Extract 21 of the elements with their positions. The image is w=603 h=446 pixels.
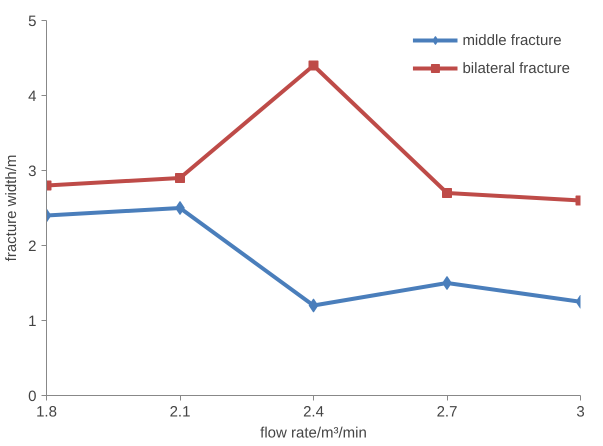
- y-tick-label: 5: [28, 13, 36, 30]
- x-tick-label: 2.1: [170, 404, 190, 420]
- y-tick-label: 3: [28, 163, 36, 180]
- point: [308, 298, 318, 312]
- x-tick-label: 2.7: [436, 404, 458, 420]
- y-tick-label: 1: [28, 313, 36, 330]
- y-tick-label: 2: [28, 238, 36, 255]
- y-tick-label: 0: [28, 388, 36, 405]
- point: [175, 173, 185, 183]
- x-tick-label: 3: [576, 404, 585, 420]
- y-axis-title: fracture width/m: [3, 154, 20, 262]
- point: [175, 201, 185, 215]
- y-tick-label: 4: [28, 88, 36, 105]
- legend-label: middle fracture: [462, 32, 562, 48]
- point: [442, 188, 452, 198]
- point: [308, 60, 318, 70]
- x-tick-label: 2.4: [303, 404, 324, 420]
- x-tick-label: 1.8: [36, 404, 57, 420]
- x-axis-title: flow rate/m³/min: [260, 424, 367, 442]
- legend-label: bilateral fracture: [462, 60, 570, 76]
- point: [442, 276, 452, 290]
